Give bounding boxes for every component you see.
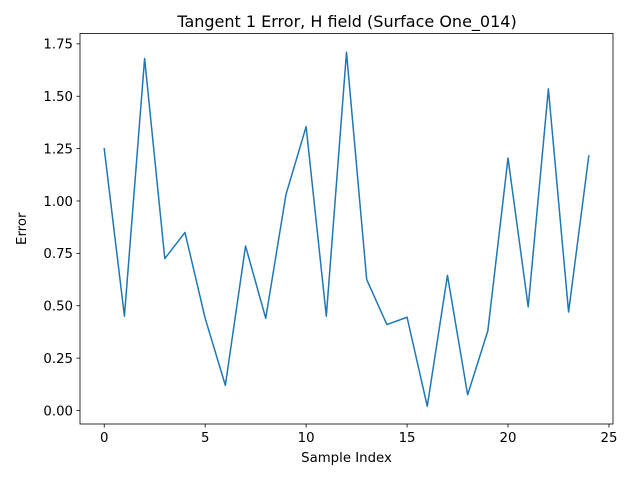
x-axis-label: Sample Index bbox=[301, 451, 392, 466]
x-axis-ticks: 0 5 10 15 20 25 bbox=[100, 424, 617, 446]
y-tick-label: 1.50 bbox=[43, 90, 73, 105]
x-tick-label: 0 bbox=[100, 431, 108, 446]
x-tick-label: 15 bbox=[399, 431, 416, 446]
x-tick-label: 5 bbox=[201, 431, 209, 446]
series-line bbox=[103, 51, 590, 408]
y-tick-label: 1.00 bbox=[43, 195, 73, 210]
y-tick-label: 0.25 bbox=[43, 352, 73, 367]
x-tick-label: 25 bbox=[601, 431, 618, 446]
y-tick-label: 1.75 bbox=[43, 38, 73, 53]
y-tick-label: 0.00 bbox=[43, 404, 73, 419]
x-tick-label: 20 bbox=[500, 431, 517, 446]
axes-frame bbox=[79, 33, 614, 425]
y-tick-label: 1.25 bbox=[43, 142, 73, 157]
y-axis-label: Error bbox=[15, 212, 30, 245]
y-tick-label: 0.75 bbox=[43, 247, 73, 262]
chart-title: Tangent 1 Error, H field (Surface One_01… bbox=[176, 12, 516, 32]
plot-area bbox=[103, 51, 590, 408]
x-tick-label: 10 bbox=[298, 431, 315, 446]
y-axis-ticks: 0.00 0.25 0.50 0.75 1.00 1.25 1.50 1.75 bbox=[43, 38, 80, 419]
y-tick-label: 0.50 bbox=[43, 300, 73, 315]
